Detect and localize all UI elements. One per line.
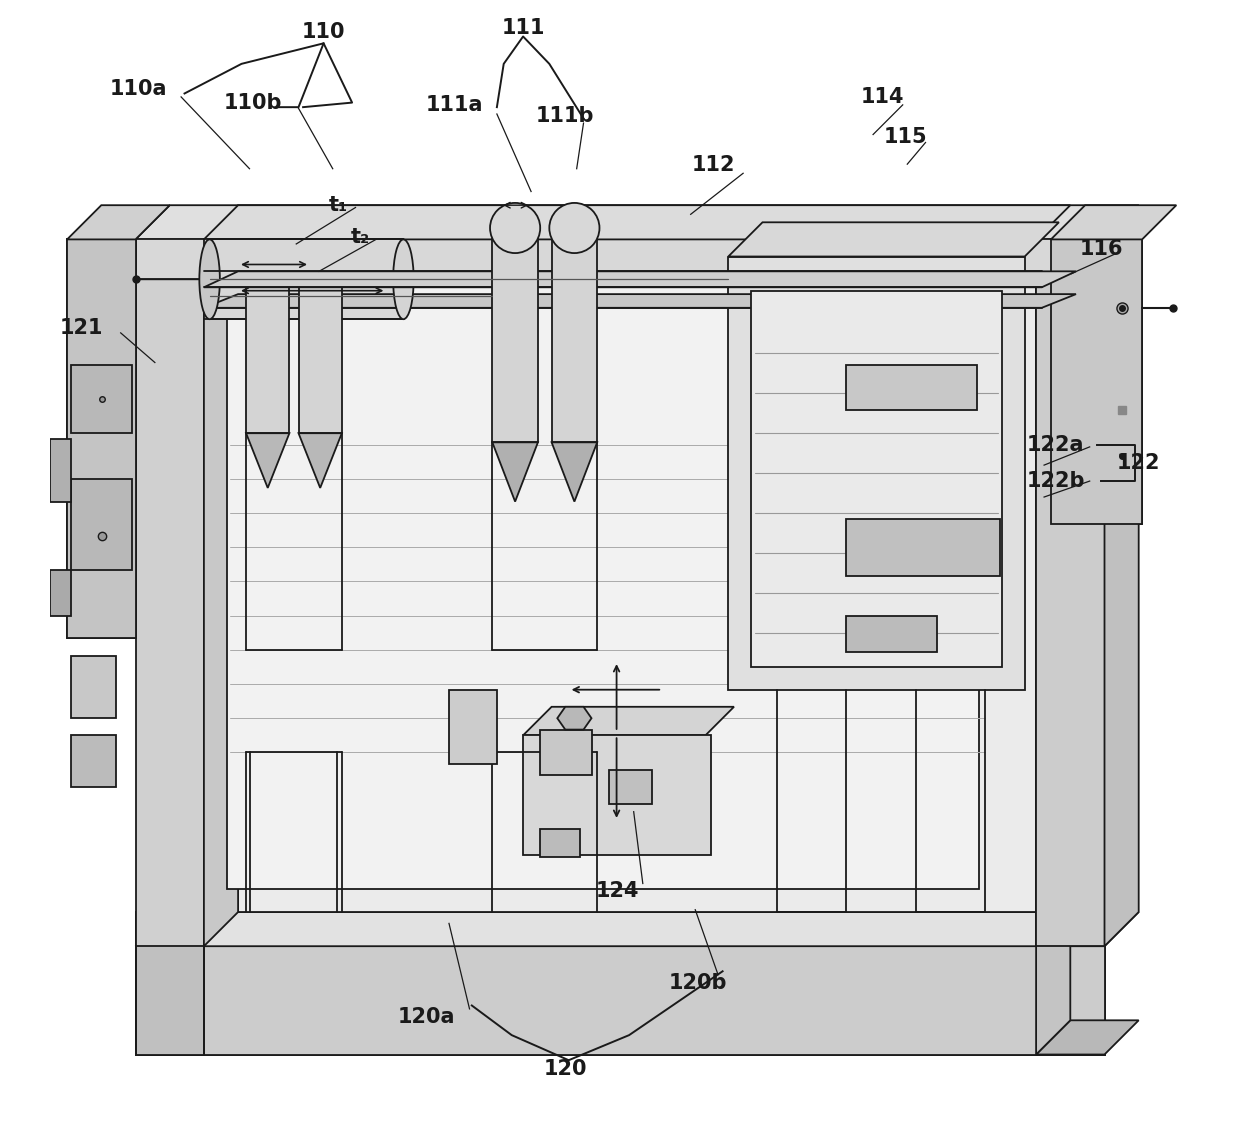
Text: 114: 114	[861, 87, 904, 107]
Bar	[728, 256, 1024, 690]
Polygon shape	[1037, 1020, 1138, 1054]
Polygon shape	[246, 274, 289, 433]
Bar	[135, 946, 1105, 1054]
Bar	[609, 770, 652, 804]
Bar	[203, 239, 1037, 912]
Polygon shape	[492, 239, 538, 442]
Text: 111b: 111b	[536, 106, 594, 127]
Polygon shape	[523, 707, 734, 735]
Polygon shape	[552, 442, 598, 502]
Bar	[227, 285, 980, 889]
Polygon shape	[1105, 205, 1138, 946]
Ellipse shape	[200, 239, 219, 319]
Polygon shape	[135, 205, 1138, 239]
Bar	[135, 239, 203, 946]
Polygon shape	[67, 239, 135, 638]
Bar	[541, 829, 580, 857]
Polygon shape	[135, 912, 1138, 946]
Text: 120a: 120a	[398, 1007, 455, 1027]
Bar	[135, 239, 1105, 279]
Polygon shape	[492, 442, 538, 502]
Polygon shape	[203, 205, 1070, 239]
Text: 124: 124	[596, 881, 640, 902]
Text: t₂: t₂	[351, 227, 370, 247]
Bar	[71, 656, 117, 718]
Text: t₁: t₁	[329, 195, 348, 215]
Text: 110: 110	[301, 22, 346, 42]
Circle shape	[549, 203, 599, 253]
Bar	[71, 735, 117, 787]
Text: 111: 111	[501, 18, 544, 39]
Polygon shape	[203, 239, 403, 319]
Bar	[50, 439, 71, 502]
Polygon shape	[135, 912, 203, 1054]
Text: 122: 122	[1117, 453, 1161, 473]
Polygon shape	[557, 707, 591, 730]
Bar	[135, 946, 1105, 1054]
Text: 120b: 120b	[668, 972, 727, 993]
Bar	[751, 291, 1002, 667]
Polygon shape	[203, 294, 1076, 308]
Text: 115: 115	[883, 127, 926, 147]
Text: 121: 121	[61, 318, 104, 339]
Polygon shape	[1052, 205, 1177, 239]
Bar	[71, 365, 133, 433]
Polygon shape	[246, 433, 289, 488]
Polygon shape	[552, 239, 598, 442]
Text: 111a: 111a	[427, 95, 484, 115]
Bar	[846, 365, 977, 410]
Text: 120: 120	[543, 1059, 587, 1080]
Bar	[846, 519, 999, 576]
Text: 110b: 110b	[223, 92, 283, 113]
Polygon shape	[299, 433, 342, 488]
Bar	[71, 479, 133, 570]
Bar	[523, 735, 712, 855]
Polygon shape	[1037, 912, 1070, 1054]
Bar	[1037, 239, 1105, 946]
Polygon shape	[1052, 239, 1142, 524]
Polygon shape	[203, 205, 238, 946]
Text: 122a: 122a	[1027, 434, 1084, 455]
Text: 116: 116	[1079, 238, 1123, 259]
Bar	[50, 570, 71, 616]
Text: 122b: 122b	[1027, 471, 1085, 491]
Polygon shape	[203, 271, 1076, 287]
Text: 112: 112	[692, 155, 735, 176]
Circle shape	[490, 203, 541, 253]
Polygon shape	[728, 222, 1059, 256]
Polygon shape	[67, 205, 170, 239]
Polygon shape	[299, 274, 342, 433]
Bar	[449, 690, 497, 764]
Text: 110a: 110a	[110, 79, 167, 99]
Bar	[541, 730, 591, 775]
Ellipse shape	[393, 239, 414, 319]
Bar	[846, 616, 937, 652]
